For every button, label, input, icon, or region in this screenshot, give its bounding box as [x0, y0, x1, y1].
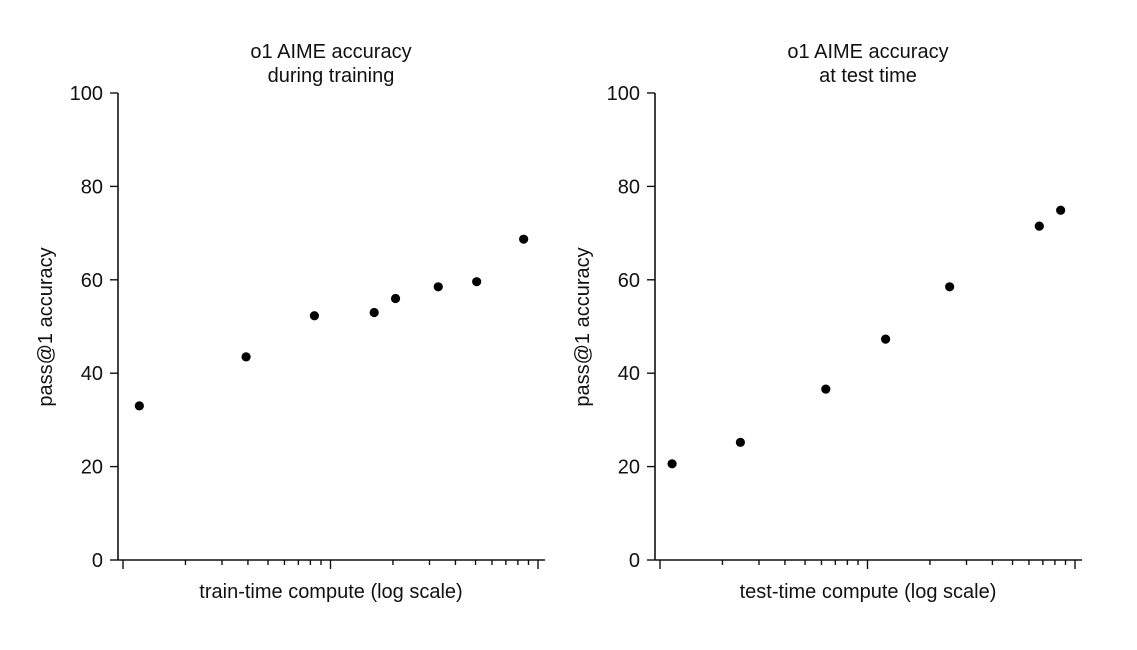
y-ticks: 0 20 40 60 80 100: [607, 83, 655, 572]
y-tick-label: 100: [607, 83, 640, 105]
y-axis-label: pass@1 accuracy: [572, 247, 594, 406]
data-point: [880, 334, 891, 344]
y-tick-label: 60: [618, 270, 640, 292]
data-point: [1056, 205, 1066, 215]
y-tick-label: 40: [81, 363, 103, 385]
data-points: [134, 234, 529, 411]
data-points: [667, 205, 1066, 469]
data-point: [1034, 221, 1044, 231]
chart-title-line-2: during training: [268, 65, 395, 87]
x-minor-ticks: [122, 560, 539, 569]
data-point: [735, 437, 746, 447]
y-tick-label: 20: [81, 457, 103, 479]
x-axis-label: test-time compute (log scale): [740, 581, 997, 603]
data-point: [945, 282, 955, 292]
y-tick-label: 80: [81, 176, 103, 198]
data-point: [519, 234, 529, 244]
y-tick-label: 80: [618, 176, 640, 198]
x-minor-ticks: [659, 560, 1076, 569]
y-axis-label: pass@1 accuracy: [35, 247, 57, 406]
data-point: [433, 282, 443, 292]
y-tick-label: 60: [81, 270, 103, 292]
chart-title-line-2: at test time: [819, 65, 917, 87]
x-axis-label: train-time compute (log scale): [199, 581, 462, 603]
data-point: [369, 307, 379, 318]
data-point: [134, 401, 144, 411]
y-tick-label: 0: [92, 550, 103, 572]
data-point: [309, 311, 320, 321]
y-ticks: 0 20 40 60 80 100: [70, 83, 118, 572]
chart-title-line-1: o1 AIME accuracy: [787, 41, 948, 63]
data-point: [390, 293, 401, 304]
y-tick-label: 20: [618, 457, 640, 479]
train-time-chart: o1 AIME accuracy during training 0 20 40 60…: [35, 41, 545, 603]
data-point: [667, 459, 677, 469]
chart-title-line-1: o1 AIME accuracy: [250, 41, 411, 63]
y-tick-label: 100: [70, 83, 103, 105]
y-tick-label: 0: [629, 550, 640, 572]
data-point: [241, 352, 251, 362]
test-time-chart: o1 AIME accuracy at test time 0 20 40 60 80 1…: [572, 41, 1082, 603]
data-point: [821, 384, 831, 394]
data-point: [472, 277, 482, 287]
y-tick-label: 40: [618, 363, 640, 385]
